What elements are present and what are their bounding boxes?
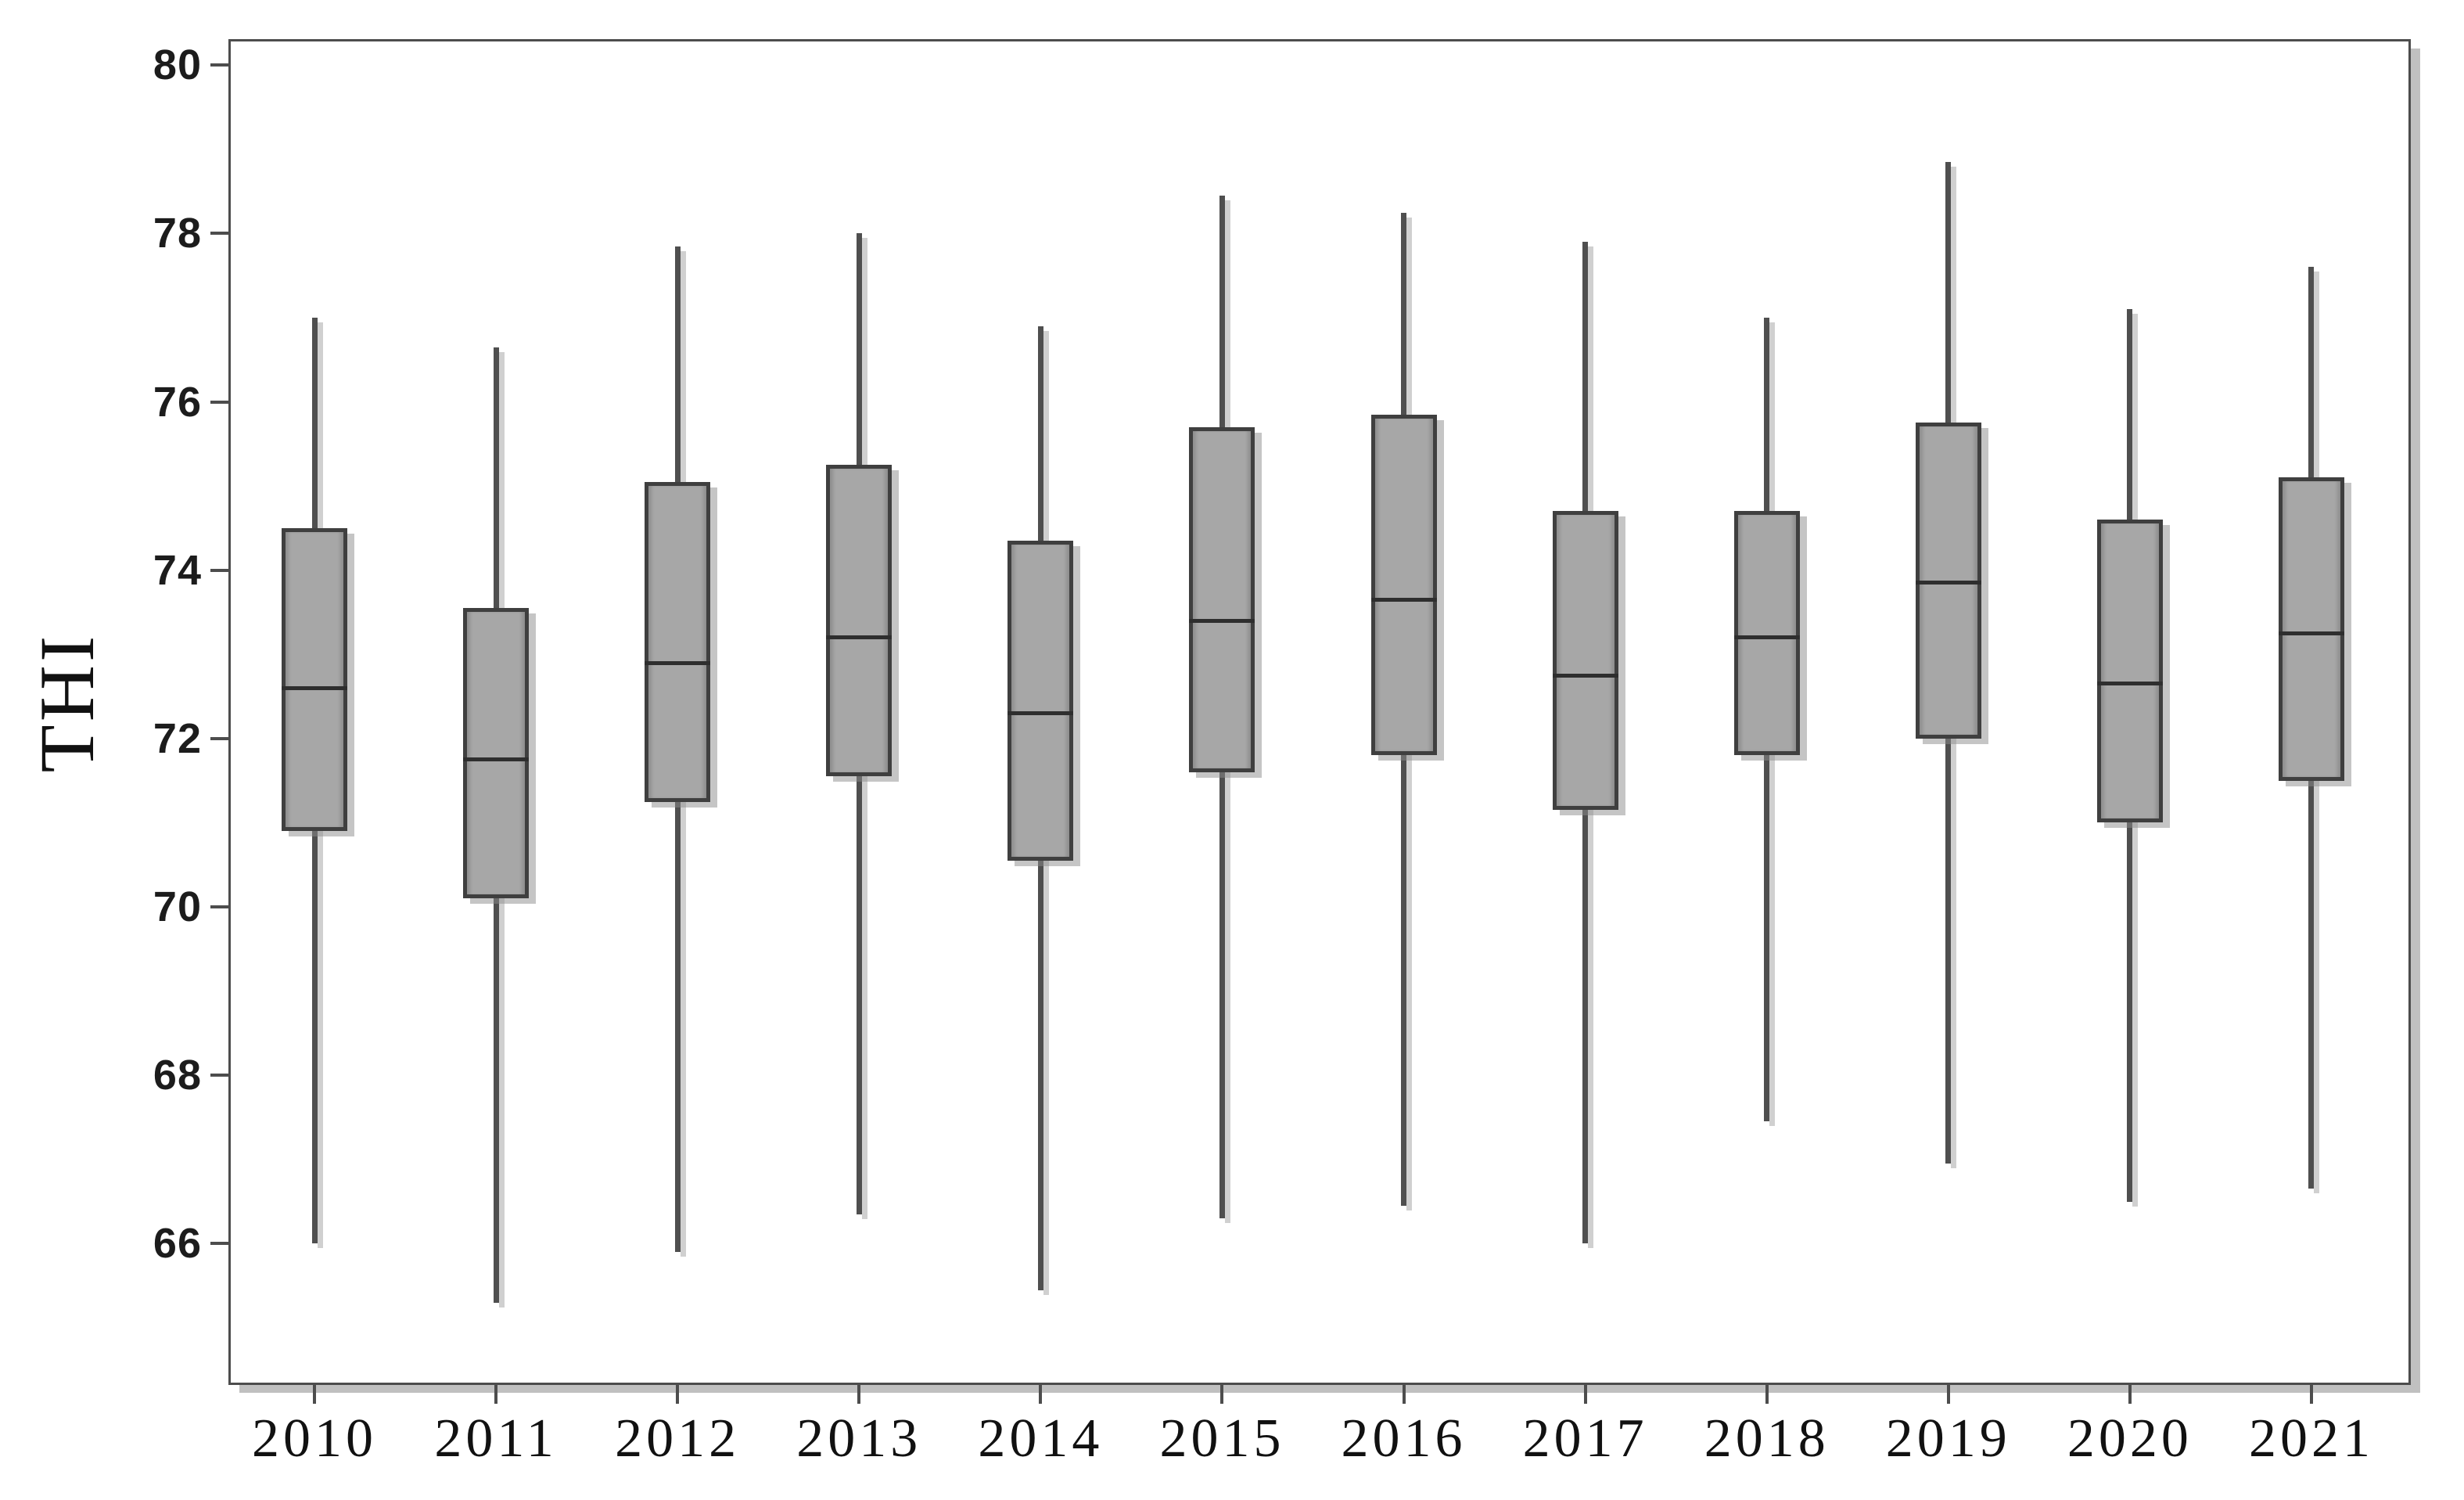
x-tick-mark [1946, 1383, 1950, 1404]
median-2013 [826, 635, 893, 640]
x-tick-mark [1765, 1383, 1769, 1404]
iqr-box-2020 [2096, 520, 2163, 823]
iqr-box-2019 [1915, 423, 1981, 739]
median-2011 [463, 757, 530, 762]
x-tick-mark [1220, 1383, 1224, 1404]
y-axis-title: THI [23, 632, 110, 773]
y-tick-label: 66 [153, 1220, 202, 1268]
median-2020 [2096, 682, 2163, 686]
x-tick-label: 2016 [1341, 1408, 1467, 1469]
iqr-box-2011 [463, 608, 530, 899]
y-tick-label: 74 [153, 546, 202, 594]
median-2017 [1552, 673, 1618, 678]
median-2019 [1915, 581, 1981, 585]
y-tick-mark [210, 1074, 229, 1077]
y-tick-label: 76 [153, 378, 202, 426]
x-tick-mark [676, 1383, 680, 1404]
x-tick-mark [2128, 1383, 2132, 1404]
x-tick-mark [313, 1383, 316, 1404]
median-2015 [1189, 618, 1255, 623]
x-tick-label: 2013 [796, 1408, 922, 1469]
median-2021 [2278, 631, 2344, 635]
y-tick-mark [210, 63, 229, 67]
plot-area [228, 39, 2411, 1385]
median-2018 [1733, 635, 1800, 640]
x-tick-label: 2018 [1704, 1408, 1830, 1469]
y-tick-label: 68 [153, 1052, 202, 1099]
x-tick-mark [857, 1383, 861, 1404]
iqr-box-2017 [1552, 511, 1618, 811]
x-tick-label: 2017 [1522, 1408, 1648, 1469]
x-tick-label: 2012 [615, 1408, 741, 1469]
x-tick-label: 2019 [1885, 1408, 2011, 1469]
y-tick-mark [210, 905, 229, 909]
y-tick-mark [210, 232, 229, 236]
iqr-box-2015 [1189, 426, 1255, 772]
iqr-box-2018 [1733, 511, 1800, 756]
y-tick-mark [210, 568, 229, 572]
y-tick-label: 72 [153, 714, 202, 762]
median-2012 [645, 660, 711, 665]
iqr-box-2021 [2278, 477, 2344, 781]
y-tick-label: 70 [153, 883, 202, 931]
x-tick-mark [494, 1383, 498, 1404]
x-tick-mark [1583, 1383, 1587, 1404]
y-tick-mark [210, 1242, 229, 1246]
iqr-box-2013 [826, 465, 893, 777]
y-tick-label: 78 [153, 210, 202, 257]
median-2016 [1370, 597, 1437, 602]
iqr-box-2016 [1370, 414, 1437, 756]
iqr-box-2014 [1008, 541, 1074, 861]
y-tick-mark [210, 400, 229, 404]
x-tick-label: 2021 [2248, 1408, 2374, 1469]
iqr-box-2012 [645, 481, 711, 802]
x-tick-mark [1402, 1383, 1406, 1404]
x-tick-label: 2010 [252, 1408, 377, 1469]
x-tick-mark [1039, 1383, 1043, 1404]
iqr-box-2010 [282, 527, 347, 832]
y-tick-mark [210, 736, 229, 740]
x-tick-label: 2011 [434, 1408, 558, 1469]
x-tick-label: 2014 [978, 1408, 1104, 1469]
y-tick-label: 80 [153, 41, 202, 89]
x-tick-mark [2309, 1383, 2313, 1404]
x-tick-label: 2015 [1159, 1408, 1285, 1469]
median-2014 [1008, 711, 1074, 716]
median-2010 [282, 685, 347, 690]
x-tick-label: 2020 [2067, 1408, 2193, 1469]
